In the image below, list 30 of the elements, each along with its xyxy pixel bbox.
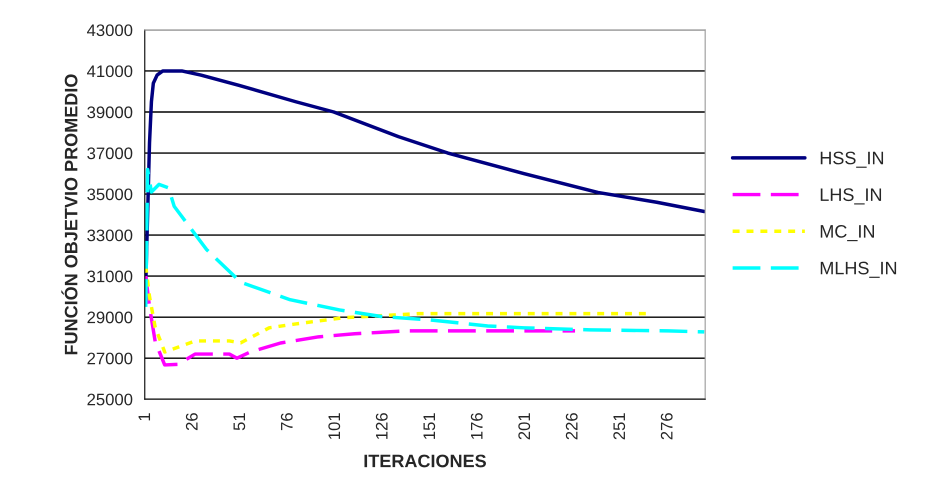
legend-label: MLHS_IN	[820, 262, 896, 278]
x-tick-label: 51	[234, 413, 246, 430]
legend-label: LHS_IN	[820, 188, 882, 204]
y-tick-label: 39000	[87, 106, 132, 118]
x-tick-label: 101	[328, 413, 340, 439]
x-tick-label: 226	[566, 413, 578, 440]
x-tick-label: 176	[470, 413, 483, 439]
x-axis-title: ITERACIONES	[364, 454, 486, 468]
line-series	[144, 274, 577, 367]
y-tick-label: 41000	[87, 65, 132, 78]
x-tick-label: 1	[138, 413, 150, 420]
x-tick-label: 151	[424, 413, 436, 439]
line-series	[144, 168, 706, 334]
y-tick-label: 29000	[87, 312, 132, 324]
x-tick-label: 126	[376, 413, 388, 439]
y-axis-title: FUNCIÓN OBJETVIO PROMEDIO	[61, 74, 78, 354]
y-tick-label: 37000	[87, 147, 132, 160]
legend-label: HSS_IN	[820, 152, 884, 168]
y-tick-label: 25000	[87, 394, 132, 406]
y-tick-label: 33000	[87, 229, 132, 242]
y-tick-label: 31000	[87, 270, 132, 282]
x-tick-label: 276	[660, 413, 673, 440]
x-tick-label: 26	[186, 413, 198, 430]
legend-label: MC_IN	[820, 224, 874, 242]
x-tick-label: 76	[280, 413, 293, 430]
y-tick-label: 43000	[87, 24, 132, 36]
y-tick-label: 35000	[87, 188, 132, 200]
y-tick-label: 27000	[87, 352, 132, 364]
x-tick-label: 251	[613, 413, 626, 440]
x-tick-label: 201	[518, 413, 530, 440]
